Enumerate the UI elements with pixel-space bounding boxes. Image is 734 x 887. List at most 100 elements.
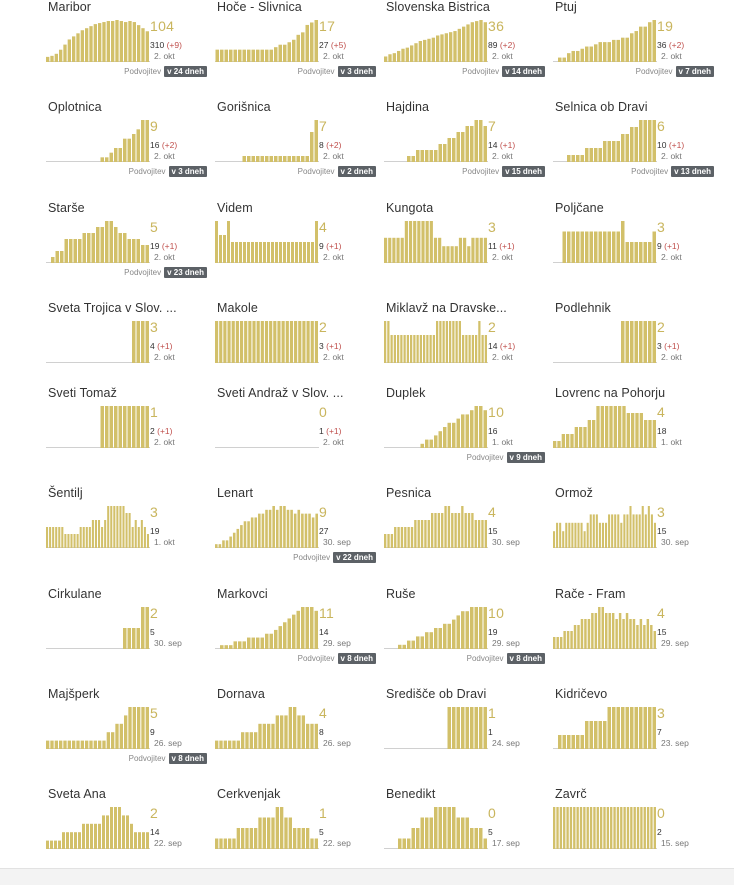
sparkline-bar bbox=[580, 619, 584, 649]
doubling-label: Podvojitev bbox=[462, 167, 500, 176]
sparkline-bar bbox=[115, 20, 119, 62]
page-footer-strip bbox=[0, 868, 734, 885]
sparkline-bar bbox=[434, 513, 437, 548]
last-update-date: 15. sep bbox=[661, 838, 689, 848]
sparkline-bar bbox=[416, 828, 420, 849]
sparkline-bar bbox=[451, 513, 454, 548]
sparkline-chart bbox=[384, 221, 488, 263]
sparkline-bar bbox=[287, 242, 290, 263]
sparkline-bar bbox=[141, 321, 145, 363]
total-cases: 2 (+1) bbox=[150, 426, 172, 436]
sparkline-bar bbox=[124, 715, 128, 749]
last-update-date: 2. okt bbox=[323, 252, 344, 262]
sparkline-bar bbox=[134, 520, 137, 548]
sparkline-bar bbox=[571, 735, 575, 749]
sparkline-bar bbox=[576, 155, 580, 162]
active-cases-value: 1 bbox=[319, 805, 328, 821]
sparkline-bar bbox=[82, 823, 85, 849]
sparkline-bar bbox=[256, 49, 260, 62]
sparkline-bar bbox=[407, 527, 410, 548]
doubling-label: Podvojitev bbox=[297, 67, 335, 76]
sparkline-bar bbox=[470, 607, 474, 649]
sparkline-bar bbox=[587, 420, 591, 448]
total-cases: 310 (+9) bbox=[150, 40, 182, 50]
sparkline-bar bbox=[299, 242, 302, 263]
sparkline-bar bbox=[269, 156, 273, 162]
sparkline-bar bbox=[232, 838, 236, 849]
sparkline-bar bbox=[254, 517, 258, 548]
sparkline-bar bbox=[574, 427, 578, 448]
sparkline-bar bbox=[118, 406, 122, 448]
sparkline-bar bbox=[601, 607, 604, 649]
sparkline-bar bbox=[274, 156, 278, 162]
sparkline-bar bbox=[611, 514, 614, 548]
sparkline-bar bbox=[275, 807, 279, 849]
sparkline-bar bbox=[91, 233, 95, 263]
sparkline-bar bbox=[91, 520, 94, 548]
sparkline-bar bbox=[223, 740, 227, 749]
doubling-info: Podvojitev v 23 dneh bbox=[124, 267, 207, 278]
sparkline-bar bbox=[438, 237, 442, 263]
sparkline-chart bbox=[553, 321, 657, 363]
sparkline-bar bbox=[132, 628, 136, 649]
sparkline-bar bbox=[137, 527, 140, 548]
total-cases-value: 310 bbox=[150, 40, 165, 50]
sparkline-bar bbox=[639, 619, 643, 649]
sparkline-bar bbox=[558, 57, 562, 62]
sparkline-bar bbox=[638, 514, 641, 548]
sparkline-bar bbox=[481, 335, 484, 363]
sparkline-bar bbox=[443, 144, 447, 162]
municipality-name: Ormož bbox=[555, 486, 593, 500]
sparkline-bar bbox=[465, 414, 469, 448]
active-cases-value: 6 bbox=[657, 118, 666, 134]
sparkline-bar bbox=[66, 832, 69, 849]
sparkline-bar bbox=[616, 141, 620, 162]
municipality-card: Hoče - Slivnica 17 27 (+5) 2. okt Podvojitev… bbox=[209, 0, 378, 100]
municipality-name: Sveti Andraž v Slov. ... bbox=[217, 386, 344, 400]
sparkline-bar bbox=[245, 828, 249, 849]
active-cases-value: 4 bbox=[657, 404, 666, 420]
active-cases-value: 3 bbox=[150, 504, 159, 520]
sparkline-bar bbox=[136, 628, 140, 649]
sparkline-bar bbox=[483, 410, 487, 448]
sparkline-bar bbox=[607, 42, 611, 62]
total-cases-value: 14 bbox=[150, 827, 160, 837]
sparkline-bar bbox=[427, 520, 430, 548]
sparkline-bar bbox=[272, 506, 275, 548]
sparkline-bar bbox=[308, 513, 311, 548]
municipality-card: Sveti Andraž v Slov. ... 0 1 (+1) 2. okt bbox=[209, 386, 378, 486]
sparkline-bar bbox=[616, 707, 620, 749]
sparkline-bar bbox=[612, 231, 616, 263]
sparkline-bar bbox=[388, 54, 392, 62]
sparkline-bar bbox=[254, 828, 258, 849]
total-cases: 15 bbox=[657, 627, 666, 637]
total-cases: 9 (+1) bbox=[657, 241, 679, 251]
sparkline-bar bbox=[283, 242, 286, 263]
total-cases: 15 bbox=[488, 526, 497, 536]
sparkline-bar bbox=[643, 120, 647, 162]
sparkline-bar bbox=[630, 242, 634, 263]
sparkline-bar bbox=[278, 44, 282, 62]
sparkline-bar bbox=[639, 242, 643, 263]
sparkline-bar bbox=[235, 242, 238, 263]
sparkline-bar bbox=[622, 619, 625, 649]
sparkline-bar bbox=[618, 406, 622, 448]
last-update-date: 2. okt bbox=[323, 437, 344, 447]
total-cases-value: 16 bbox=[488, 426, 498, 436]
municipality-sparkline-grid: Maribor 104 310 (+9) 2. okt Podvojitev v 24 d… bbox=[40, 0, 714, 849]
sparkline-bar bbox=[567, 231, 571, 263]
municipality-name: Ruše bbox=[386, 587, 416, 601]
sparkline-bar bbox=[465, 817, 469, 849]
sparkline-bar bbox=[639, 707, 643, 749]
sparkline-bar bbox=[116, 506, 119, 548]
sparkline-bar bbox=[561, 434, 565, 448]
municipality-card: Sveta Trojica v Slov. ... 3 4 (+1) 2. okt bbox=[40, 301, 209, 401]
sparkline-bar bbox=[384, 321, 387, 363]
sparkline-bar bbox=[278, 156, 282, 162]
sparkline-chart bbox=[215, 321, 319, 363]
sparkline-bar bbox=[260, 156, 264, 162]
sparkline-chart bbox=[46, 807, 150, 849]
total-cases-value: 19 bbox=[150, 241, 160, 251]
total-cases-delta: (+2) bbox=[161, 140, 178, 150]
doubling-info: Podvojitev v 15 dneh bbox=[462, 166, 545, 177]
